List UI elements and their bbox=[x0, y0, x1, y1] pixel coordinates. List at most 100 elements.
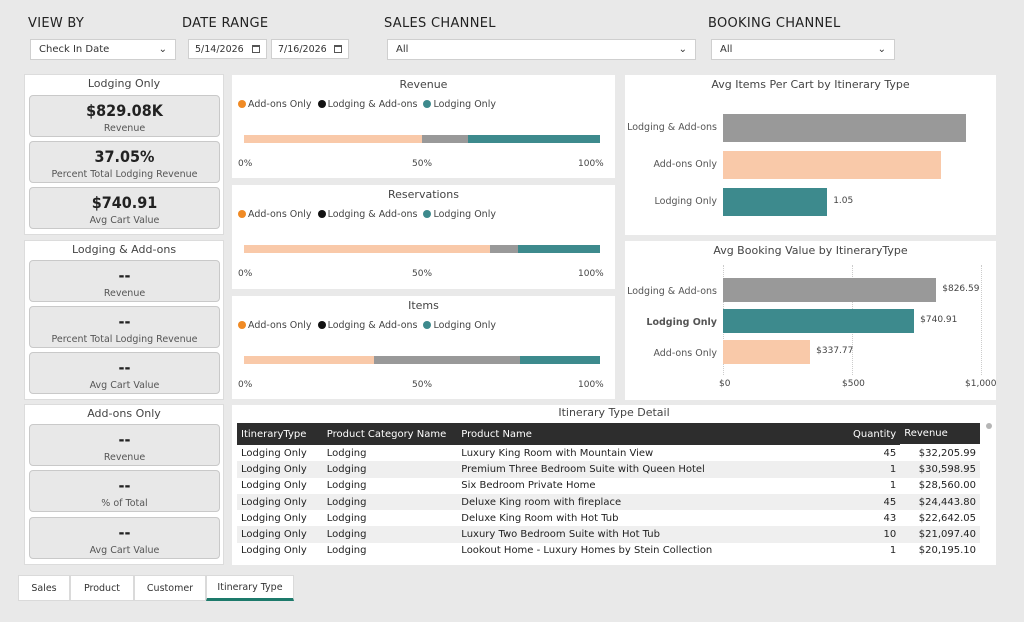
bar[interactable] bbox=[723, 309, 915, 333]
table-row[interactable]: Lodging Only Lodging Luxury King Room with… bbox=[237, 445, 980, 461]
bar-segment[interactable] bbox=[244, 245, 490, 253]
bar[interactable] bbox=[723, 151, 942, 179]
kpi-value: -- bbox=[118, 430, 131, 449]
table-cell: Lodging Only bbox=[241, 480, 307, 492]
booking-channel-label: BOOKING CHANNEL bbox=[708, 16, 841, 31]
legend-item[interactable]: Add-ons Only bbox=[238, 99, 312, 110]
table-cell: 1 bbox=[842, 461, 901, 478]
kpi-card: -- Avg Cart Value bbox=[29, 352, 220, 394]
legend-dot-icon bbox=[317, 100, 326, 108]
table-cell: 10 bbox=[842, 526, 901, 543]
kpi-value: 37.05% bbox=[94, 147, 155, 166]
table-row[interactable]: Lodging Only Lodging Lookout Home - Luxury… bbox=[237, 543, 980, 559]
booking-channel-dropdown[interactable]: All ⌄ bbox=[711, 39, 895, 60]
kpi-value: -- bbox=[118, 312, 131, 331]
legend-item[interactable]: Lodging Only bbox=[423, 99, 496, 110]
legend-label: Add-ons Only bbox=[248, 209, 312, 220]
chevron-down-icon: ⌄ bbox=[678, 44, 687, 55]
bar-segment[interactable] bbox=[422, 135, 469, 143]
table-cell: 45 bbox=[842, 493, 901, 511]
table-cell: Lodging Only bbox=[237, 461, 323, 478]
kpi-label: Avg Cart Value bbox=[89, 380, 160, 391]
itinerary-detail-table: Itinerary Type Detail ItineraryType Produ… bbox=[232, 405, 996, 565]
legend-label: Lodging Only bbox=[433, 99, 496, 110]
legend-label: Lodging Only bbox=[433, 320, 496, 331]
legend-item[interactable]: Add-ons Only bbox=[238, 320, 312, 331]
column-header[interactable]: ItineraryType bbox=[237, 423, 323, 445]
kpi-group-lodging-only: Lodging Only $829.08K Revenue 37.05% Perce… bbox=[24, 74, 224, 235]
bar-segment[interactable] bbox=[518, 245, 600, 253]
legend-item[interactable]: Lodging Only bbox=[423, 209, 496, 220]
tab-product[interactable]: Product bbox=[70, 575, 134, 601]
sales-channel-dropdown[interactable]: All ⌄ bbox=[387, 39, 696, 60]
view-by-dropdown[interactable]: Check In Date ⌄ bbox=[30, 39, 176, 60]
legend-dot-icon bbox=[423, 321, 432, 329]
kpi-card: $829.08K Revenue bbox=[29, 95, 220, 137]
table-cell: $32,205.99 bbox=[918, 448, 976, 460]
items-stacked-chart: Items Add-ons Only Lodging & Add-ons Lodgin… bbox=[232, 296, 615, 399]
date-end-input[interactable]: 7/16/2026 bbox=[271, 39, 349, 59]
bar-segment[interactable] bbox=[244, 135, 422, 143]
bar-segment[interactable] bbox=[244, 356, 374, 364]
chart-title: Revenue bbox=[399, 78, 448, 91]
category-label: Lodging & Add-ons bbox=[627, 286, 717, 297]
date-start-input[interactable]: 5/14/2026 bbox=[188, 39, 267, 59]
kpi-value: $829.08K bbox=[86, 101, 163, 120]
tab-sales[interactable]: Sales bbox=[18, 575, 70, 601]
column-header[interactable]: Quantity bbox=[842, 423, 901, 445]
chart-legend: Add-ons Only Lodging & Add-ons Lodging Onl… bbox=[238, 320, 496, 331]
bar-segment[interactable] bbox=[373, 356, 520, 364]
kpi-label: Percent Total Lodging Revenue bbox=[51, 334, 198, 345]
table-cell: 1 bbox=[889, 480, 897, 492]
table-row[interactable]: Lodging Only Lodging Luxury Two Bedroom Su… bbox=[237, 526, 980, 543]
bar[interactable] bbox=[723, 278, 937, 302]
group-title: Lodging Only bbox=[87, 77, 161, 90]
table-cell: $28,560.00 bbox=[918, 480, 976, 492]
kpi-group-addons-only: Add-ons Only -- Revenue -- % of Total -- Av… bbox=[24, 404, 224, 565]
table-row[interactable]: Lodging Only Lodging Deluxe King Room with… bbox=[237, 510, 980, 526]
chart-legend: Add-ons Only Lodging & Add-ons Lodging Onl… bbox=[238, 99, 496, 110]
axis-tick-label: 0% bbox=[238, 159, 253, 169]
legend-item[interactable]: Lodging & Add-ons bbox=[317, 99, 417, 110]
calendar-icon[interactable] bbox=[252, 45, 260, 53]
column-header[interactable]: Product Category Name bbox=[322, 423, 458, 445]
table-cell: Lodging bbox=[322, 526, 458, 543]
bar[interactable] bbox=[723, 340, 811, 364]
tab-customer[interactable]: Customer bbox=[134, 575, 206, 601]
view-by-value: Check In Date bbox=[39, 44, 110, 55]
date-start-value: 5/14/2026 bbox=[195, 43, 244, 55]
bar-segment[interactable] bbox=[468, 135, 600, 143]
bar-segment[interactable] bbox=[519, 356, 600, 364]
legend-item[interactable]: Lodging & Add-ons bbox=[317, 209, 417, 220]
bar[interactable] bbox=[723, 114, 967, 142]
table-cell: $21,097.40 bbox=[900, 526, 980, 543]
view-by-label: VIEW BY bbox=[28, 16, 85, 31]
table-cell: Lodging Only bbox=[241, 447, 307, 459]
axis-tick-label: $1,000 bbox=[965, 379, 997, 389]
table-cell: $24,443.80 bbox=[900, 493, 980, 511]
data-label: $826.59 bbox=[942, 284, 980, 294]
legend-item[interactable]: Add-ons Only bbox=[238, 209, 312, 220]
table-cell: Lodging Only bbox=[237, 493, 323, 511]
column-header[interactable]: Revenue bbox=[900, 423, 980, 446]
axis-tick-label: 100% bbox=[578, 159, 604, 169]
legend-dot-icon bbox=[238, 210, 246, 218]
category-label: Lodging Only bbox=[654, 196, 717, 207]
table-row[interactable]: Lodging Only Lodging Premium Three Bedroom… bbox=[237, 461, 980, 478]
table-row[interactable]: Lodging Only Lodging Deluxe King room with… bbox=[237, 493, 980, 511]
table-row[interactable]: Lodging Only Lodging Six Bedroom Private H… bbox=[237, 478, 980, 494]
table-cell: Deluxe King Room with Hot Tub bbox=[461, 512, 619, 524]
bar-segment[interactable] bbox=[489, 245, 519, 253]
legend-item[interactable]: Lodging & Add-ons bbox=[317, 320, 417, 331]
axis-tick-label: 50% bbox=[412, 269, 433, 279]
legend-dot-icon bbox=[238, 100, 246, 108]
legend-item[interactable]: Lodging Only bbox=[423, 320, 496, 331]
tab-itinerary-type[interactable]: Itinerary Type bbox=[206, 575, 294, 601]
table-cell: 45 bbox=[883, 447, 897, 459]
legend-dot-icon bbox=[317, 321, 326, 329]
kpi-card: -- Revenue bbox=[29, 424, 220, 466]
scrollbar-thumb[interactable] bbox=[986, 423, 992, 429]
calendar-icon[interactable] bbox=[334, 45, 342, 53]
column-header[interactable]: Product Name bbox=[457, 423, 843, 445]
bar[interactable] bbox=[723, 188, 828, 216]
